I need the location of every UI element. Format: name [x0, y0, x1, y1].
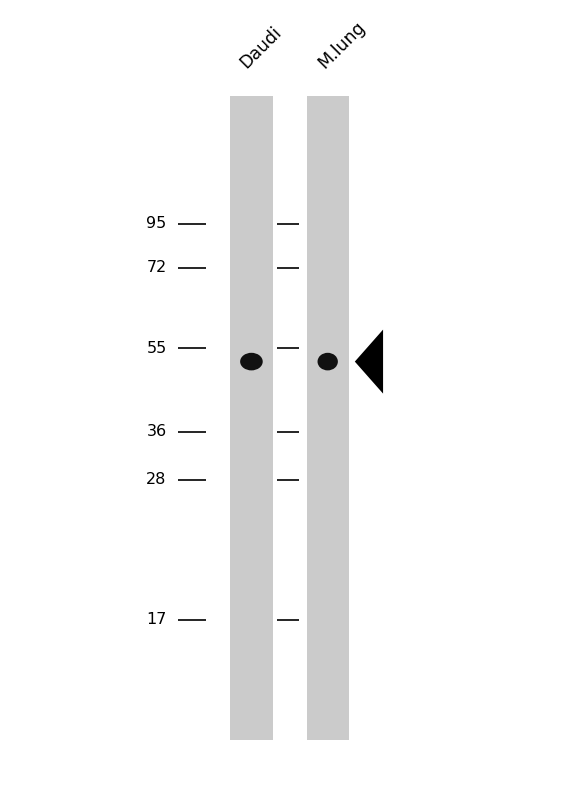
Text: 28: 28 — [146, 473, 167, 487]
Text: 17: 17 — [146, 613, 167, 627]
Ellipse shape — [240, 353, 263, 370]
Text: M.lung: M.lung — [315, 18, 369, 72]
Text: 55: 55 — [146, 341, 167, 355]
Ellipse shape — [318, 353, 338, 370]
Polygon shape — [355, 330, 383, 394]
Bar — [306, 96, 349, 740]
Text: 36: 36 — [146, 425, 167, 439]
Bar — [231, 96, 273, 740]
Text: Daudi: Daudi — [236, 23, 285, 72]
Text: 95: 95 — [146, 217, 167, 231]
Text: 72: 72 — [146, 261, 167, 275]
